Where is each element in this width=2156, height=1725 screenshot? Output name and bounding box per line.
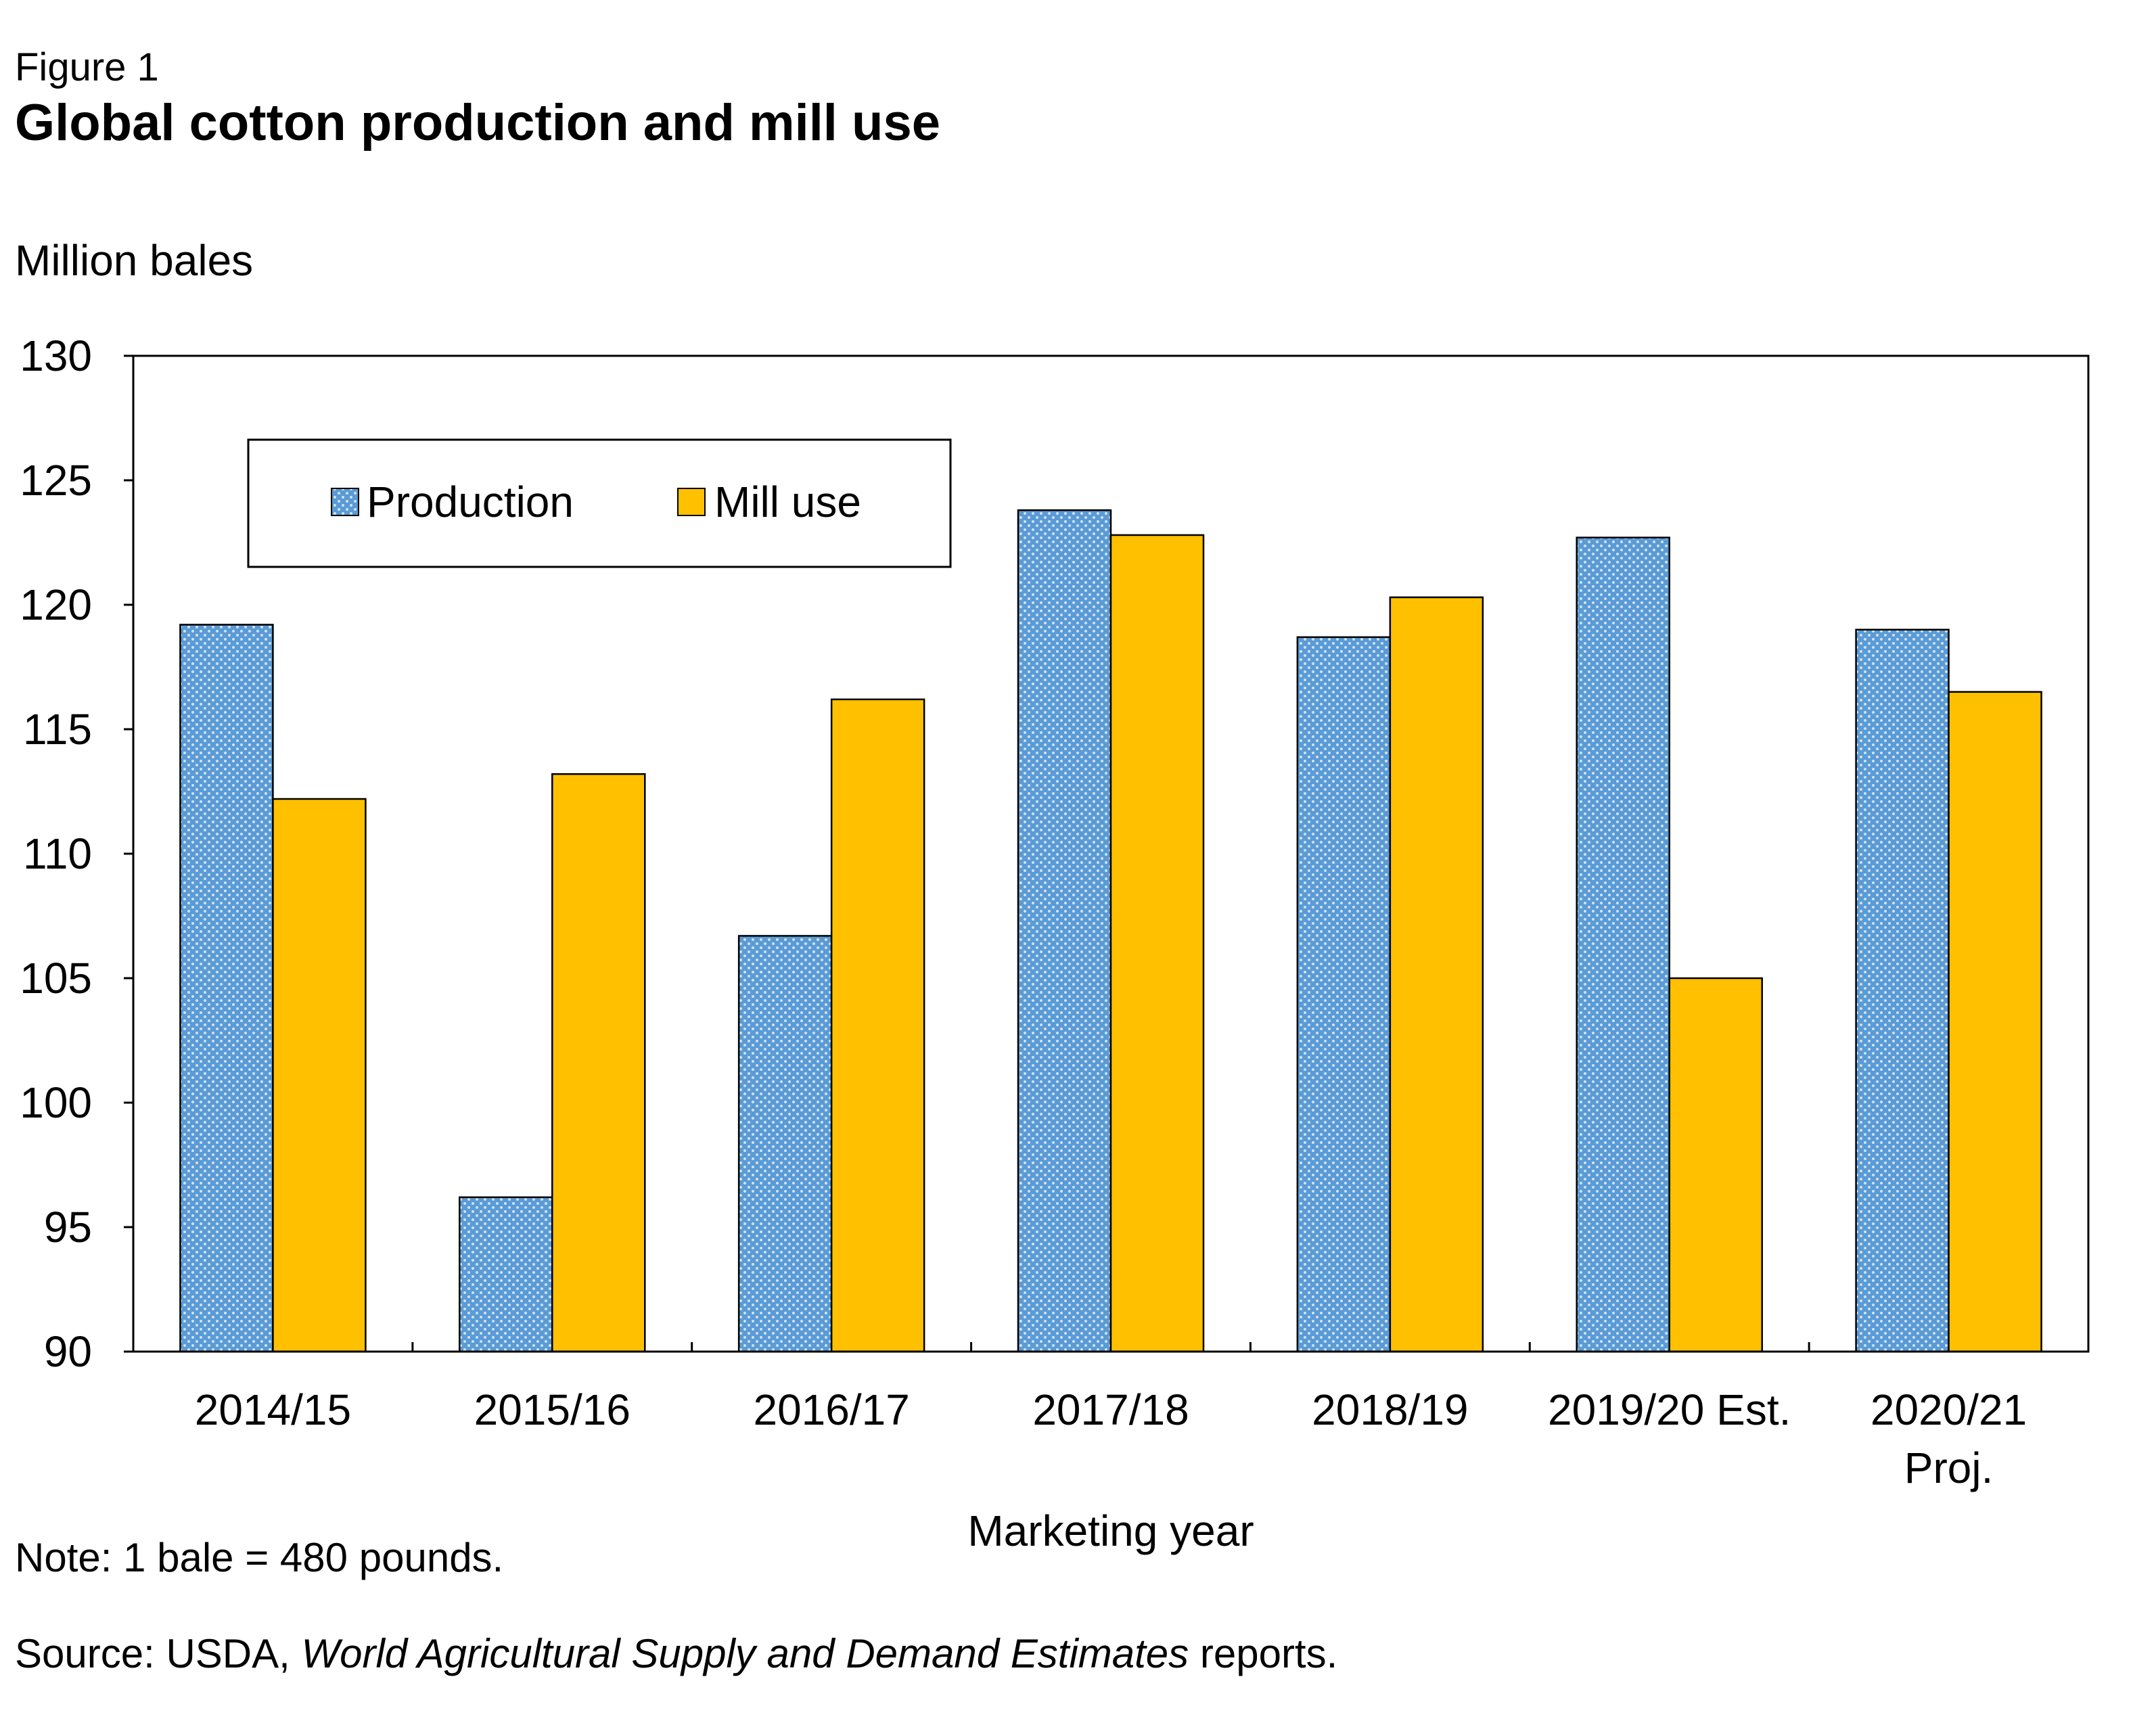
bar-production-6	[1855, 628, 1950, 1353]
bar-production-1	[459, 1196, 553, 1353]
x-tick-label-0: 2014/15	[195, 1385, 351, 1434]
note: Note: 1 bale = 480 pounds.	[15, 1535, 504, 1580]
x-tick-label-4: 2018/19	[1312, 1385, 1468, 1434]
bar-production-4	[1296, 636, 1392, 1353]
bar-mill-use-2	[830, 698, 925, 1353]
y-tick-label-1: 95	[44, 1203, 92, 1251]
bar-mill-use-1	[551, 773, 646, 1353]
y-tick-label-5: 115	[23, 705, 92, 754]
bar-mill-use-5	[1668, 977, 1763, 1353]
bar-mill-use-0	[272, 798, 367, 1353]
legend-frame	[247, 438, 952, 568]
bar-production-2	[737, 935, 833, 1353]
y-tick-label-2: 100	[20, 1078, 92, 1127]
bar-mill-use-4	[1389, 596, 1484, 1353]
x-tick-label-3: 2017/18	[1032, 1385, 1189, 1434]
source-publication: World Agricultural Supply and Demand Est…	[301, 1631, 1189, 1676]
x-tick-label-1: 2015/16	[474, 1385, 630, 1434]
bar-production-5	[1576, 536, 1670, 1353]
x-axis-title: Marketing year	[967, 1506, 1254, 1555]
x-tick-label-6: 2020/21	[1871, 1385, 2027, 1434]
source-prefix: Source: USDA,	[15, 1631, 302, 1676]
y-tick-label-6: 120	[20, 580, 92, 629]
x-axis: 2014/15 2015/16 2016/17 2017/18 2018/19 2019/…	[195, 1342, 2027, 1492]
legend: Production Mill use	[247, 438, 952, 568]
bar-mill-use-6	[1948, 691, 2042, 1353]
bar-production-3	[1017, 509, 1112, 1353]
y-axis: 90 95 100 105 110 115 120 125 130	[20, 331, 133, 1376]
y-tick-label-4: 110	[23, 829, 92, 878]
y-tick-label-0: 90	[44, 1327, 92, 1376]
source-suffix: reports.	[1189, 1631, 1338, 1676]
x-tick-label-2: 2016/17	[753, 1385, 909, 1434]
x-tick-label-5: 2019/20 Est.	[1548, 1385, 1791, 1434]
y-axis-label: Million bales	[15, 236, 254, 285]
bar-mill-use-3	[1109, 534, 1205, 1353]
figure-label: Figure 1	[15, 45, 159, 89]
bar-production-0	[179, 624, 274, 1353]
source-note: Source: USDA, World Agricultural Supply …	[15, 1630, 1337, 1677]
legend-label-production: Production	[367, 478, 574, 526]
legend-swatch-mill-use	[677, 488, 706, 516]
y-tick-label-7: 125	[20, 456, 92, 505]
y-tick-label-8: 130	[20, 331, 92, 380]
x-tick-label-6-line1: Proj.	[1904, 1444, 1994, 1492]
chart-title: Global cotton production and mill use	[15, 94, 940, 152]
legend-label-mill-use: Mill use	[714, 478, 861, 526]
legend-swatch-production	[331, 488, 359, 516]
y-tick-label-3: 105	[20, 954, 92, 1003]
bars-group	[179, 509, 2042, 1353]
